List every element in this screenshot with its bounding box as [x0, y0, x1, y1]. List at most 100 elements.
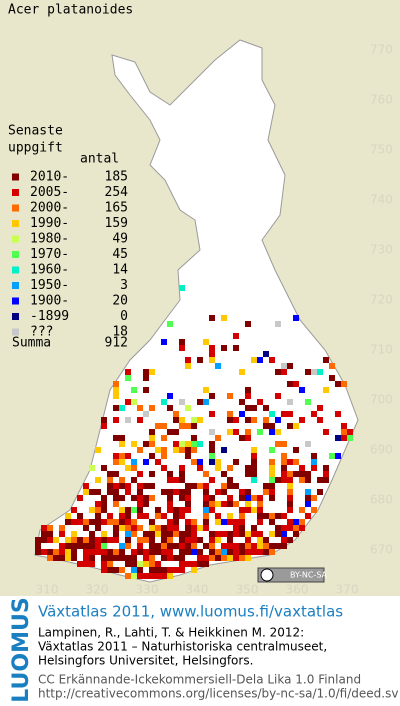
occurrence-square [341, 381, 347, 387]
occurrence-square [311, 495, 317, 501]
legend-label: 2005- [30, 185, 69, 200]
occurrence-square [257, 531, 263, 537]
occurrence-square [101, 507, 107, 513]
occurrence-square [257, 357, 263, 363]
occurrence-square [143, 537, 149, 543]
occurrence-square [71, 537, 77, 543]
occurrence-square [263, 483, 269, 489]
occurrence-square [107, 555, 113, 561]
occurrence-square [131, 465, 137, 471]
occurrence-square [119, 495, 125, 501]
occurrence-square [59, 531, 65, 537]
occurrence-square [275, 477, 281, 483]
citation-line: Lampinen, R., Lahti, T. & Heikkinen M. 2… [38, 626, 304, 640]
occurrence-square [209, 393, 215, 399]
occurrence-square [281, 471, 287, 477]
occurrence-square [131, 573, 137, 579]
occurrence-square [41, 537, 47, 543]
occurrence-square [227, 519, 233, 525]
occurrence-square [125, 453, 131, 459]
grid-y-label: 770 [370, 43, 393, 57]
legend-count: 159 [105, 216, 128, 231]
occurrence-square [113, 555, 119, 561]
occurrence-square [215, 555, 221, 561]
occurrence-square [107, 537, 113, 543]
occurrence-square [59, 549, 65, 555]
occurrence-square [275, 441, 281, 447]
occurrence-square [239, 543, 245, 549]
occurrence-square [197, 537, 203, 543]
occurrence-square [101, 417, 107, 423]
occurrence-square [71, 543, 77, 549]
occurrence-square [329, 363, 335, 369]
occurrence-square [269, 423, 275, 429]
occurrence-square [131, 507, 137, 513]
occurrence-square [251, 477, 257, 483]
occurrence-square [299, 417, 305, 423]
occurrence-square [107, 483, 113, 489]
occurrence-square [203, 387, 209, 393]
occurrence-square [89, 519, 95, 525]
occurrence-square [191, 435, 197, 441]
occurrence-square [227, 417, 233, 423]
occurrence-square [257, 543, 263, 549]
occurrence-square [119, 567, 125, 573]
occurrence-square [203, 399, 209, 405]
occurrence-squares [35, 285, 353, 579]
occurrence-square [227, 537, 233, 543]
grid-x-label: 370 [336, 583, 359, 597]
occurrence-square [203, 543, 209, 549]
occurrence-square [89, 489, 95, 495]
occurrence-square [221, 501, 227, 507]
occurrence-square [131, 525, 137, 531]
occurrence-square [191, 519, 197, 525]
occurrence-square [167, 573, 173, 579]
occurrence-square [113, 549, 119, 555]
occurrence-square [299, 477, 305, 483]
occurrence-square [233, 459, 239, 465]
legend-heading: uppgift [8, 141, 63, 156]
occurrence-square [185, 363, 191, 369]
occurrence-square [131, 531, 137, 537]
occurrence-square [197, 561, 203, 567]
occurrence-square [263, 405, 269, 411]
occurrence-square [299, 519, 305, 525]
occurrence-square [281, 459, 287, 465]
occurrence-square [251, 507, 257, 513]
occurrence-square [239, 507, 245, 513]
occurrence-square [95, 543, 101, 549]
occurrence-square [227, 411, 233, 417]
occurrence-square [77, 495, 83, 501]
occurrence-square [245, 531, 251, 537]
occurrence-square [215, 459, 221, 465]
occurrence-square [149, 495, 155, 501]
occurrence-square [191, 531, 197, 537]
occurrence-square [179, 477, 185, 483]
occurrence-square [179, 345, 185, 351]
badge-text: BY-NC-SA [290, 571, 328, 580]
occurrence-square [71, 519, 77, 525]
occurrence-square [107, 567, 113, 573]
occurrence-square [119, 453, 125, 459]
occurrence-square [101, 423, 107, 429]
occurrence-square [197, 399, 203, 405]
occurrence-square [293, 315, 299, 321]
occurrence-square [197, 525, 203, 531]
grid-y-label: 760 [370, 93, 393, 107]
occurrence-square [209, 429, 215, 435]
occurrence-square [161, 339, 167, 345]
occurrence-square [125, 561, 131, 567]
occurrence-square [233, 519, 239, 525]
occurrence-square [47, 549, 53, 555]
occurrence-square [155, 567, 161, 573]
occurrence-square [239, 399, 245, 405]
occurrence-square [149, 483, 155, 489]
occurrence-square [137, 471, 143, 477]
occurrence-square [65, 555, 71, 561]
occurrence-square [269, 357, 275, 363]
occurrence-square [179, 465, 185, 471]
legend-swatch [12, 204, 19, 212]
occurrence-square [239, 411, 245, 417]
occurrence-square [215, 489, 221, 495]
occurrence-square [281, 411, 287, 417]
